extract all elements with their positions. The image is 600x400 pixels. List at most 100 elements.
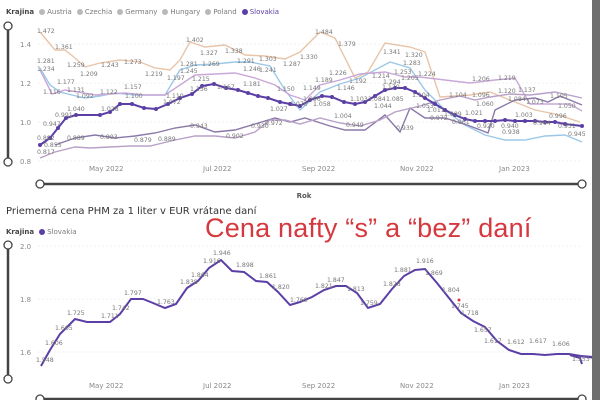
bottom-x-axis: May 2022 Jul 2022 Sep 2022 Nov 2022 Jan … bbox=[89, 382, 530, 390]
svg-text:1.070: 1.070 bbox=[290, 101, 308, 108]
svg-text:1.291: 1.291 bbox=[237, 58, 255, 65]
svg-text:1.110: 1.110 bbox=[166, 93, 184, 100]
right-edge-scrollbar[interactable] bbox=[592, 0, 600, 400]
svg-text:1.146: 1.146 bbox=[337, 85, 355, 92]
legend-item-austria[interactable]: Austria bbox=[39, 8, 72, 16]
svg-text:0.972: 0.972 bbox=[430, 115, 448, 122]
slider-handle-top bbox=[3, 21, 13, 31]
x-tick: May 2022 bbox=[89, 382, 124, 390]
x-tick: Jul 2022 bbox=[202, 165, 232, 173]
svg-text:0.943: 0.943 bbox=[190, 123, 208, 130]
svg-text:0.855: 0.855 bbox=[44, 142, 62, 149]
svg-text:1.946: 1.946 bbox=[213, 250, 231, 257]
svg-text:1.205: 1.205 bbox=[401, 75, 419, 82]
svg-text:1.402: 1.402 bbox=[186, 37, 204, 44]
top-y-range-slider[interactable] bbox=[3, 21, 13, 167]
svg-text:1.206: 1.206 bbox=[472, 76, 490, 83]
svg-text:1.553: 1.553 bbox=[572, 356, 590, 363]
svg-text:1.725: 1.725 bbox=[67, 310, 85, 317]
svg-text:0.879: 0.879 bbox=[134, 137, 152, 144]
svg-text:1.214: 1.214 bbox=[372, 73, 390, 80]
legend-dot-icon bbox=[162, 9, 169, 15]
svg-text:0.938: 0.938 bbox=[502, 129, 520, 136]
svg-text:0.889: 0.889 bbox=[158, 136, 176, 143]
svg-text:1.303: 1.303 bbox=[259, 56, 277, 63]
legend-label: Germany bbox=[125, 8, 158, 16]
svg-text:1.246: 1.246 bbox=[243, 66, 261, 73]
svg-text:1.828: 1.828 bbox=[383, 281, 401, 288]
svg-text:1.916: 1.916 bbox=[203, 258, 221, 265]
svg-text:1.181: 1.181 bbox=[243, 81, 261, 88]
x-tick: Nov 2022 bbox=[400, 382, 434, 390]
slider-handle-right bbox=[577, 179, 587, 189]
x-axis-title: Rok bbox=[297, 192, 312, 200]
top-x-range-slider[interactable] bbox=[35, 179, 587, 189]
series-germany bbox=[39, 69, 583, 112]
legend-item-poland[interactable]: Poland bbox=[205, 8, 237, 16]
y-tick: 2.0 bbox=[20, 243, 31, 251]
svg-text:1.058: 1.058 bbox=[313, 101, 331, 108]
legend-title: Krajina bbox=[6, 8, 35, 16]
svg-text:1.821: 1.821 bbox=[315, 283, 333, 290]
x-tick: May 2022 bbox=[89, 165, 124, 173]
legend-label: Poland bbox=[213, 8, 237, 16]
slider-handle-left bbox=[35, 394, 45, 400]
legend-dot-icon bbox=[76, 9, 83, 15]
svg-text:0.930: 0.930 bbox=[251, 123, 269, 130]
svg-text:1.341: 1.341 bbox=[383, 49, 401, 56]
legend-label: Hungary bbox=[170, 8, 201, 16]
svg-text:1.769: 1.769 bbox=[290, 297, 308, 304]
svg-text:1.226: 1.226 bbox=[329, 70, 347, 77]
bottom-x-range-slider[interactable] bbox=[35, 394, 587, 400]
legend-item-germany[interactable]: Germany bbox=[117, 8, 157, 16]
svg-text:1.606: 1.606 bbox=[45, 340, 63, 347]
svg-text:1.361: 1.361 bbox=[55, 44, 73, 51]
svg-text:1.150: 1.150 bbox=[277, 86, 295, 93]
legend-item-czechia[interactable]: Czechia bbox=[76, 8, 113, 16]
svg-text:0.949: 0.949 bbox=[346, 122, 364, 129]
svg-text:1.864: 1.864 bbox=[191, 272, 209, 279]
svg-text:1.060: 1.060 bbox=[476, 101, 494, 108]
svg-text:1.209: 1.209 bbox=[80, 71, 98, 78]
slider-handle-top bbox=[3, 240, 13, 250]
svg-text:1.004: 1.004 bbox=[334, 113, 352, 120]
svg-text:0.940: 0.940 bbox=[501, 123, 519, 130]
svg-text:1.916: 1.916 bbox=[416, 258, 434, 265]
slider-handle-bottom bbox=[3, 157, 13, 167]
legend-item-slovakia[interactable]: Slovakia bbox=[241, 8, 280, 16]
svg-text:1.243: 1.243 bbox=[101, 62, 119, 69]
svg-text:1.219: 1.219 bbox=[498, 75, 516, 82]
svg-text:1.548: 1.548 bbox=[36, 357, 54, 364]
svg-text:1.197: 1.197 bbox=[167, 75, 185, 82]
svg-text:1.084: 1.084 bbox=[508, 96, 526, 103]
x-tick: Jan 2023 bbox=[498, 382, 530, 390]
svg-text:1.742: 1.742 bbox=[112, 305, 130, 312]
legend-label: Czechia bbox=[84, 8, 113, 16]
legend-dot-icon bbox=[241, 9, 248, 15]
svg-text:1.215: 1.215 bbox=[192, 76, 210, 83]
svg-text:1.294: 1.294 bbox=[383, 79, 401, 86]
svg-text:1.813: 1.813 bbox=[347, 286, 365, 293]
svg-text:0.972: 0.972 bbox=[265, 120, 283, 127]
svg-text:1.177: 1.177 bbox=[57, 79, 75, 86]
svg-text:1.072: 1.072 bbox=[163, 99, 181, 106]
svg-text:0.939: 0.939 bbox=[396, 125, 414, 132]
svg-text:0.996: 0.996 bbox=[549, 113, 567, 120]
svg-text:0.947: 0.947 bbox=[43, 121, 61, 128]
svg-text:1.053: 1.053 bbox=[416, 103, 434, 110]
svg-text:0.951: 0.951 bbox=[558, 123, 576, 130]
svg-text:1.028: 1.028 bbox=[101, 106, 119, 113]
svg-text:0.945: 0.945 bbox=[568, 131, 586, 138]
legend-item-slovakia[interactable]: Slovakia bbox=[39, 228, 77, 236]
svg-text:1.665: 1.665 bbox=[55, 325, 73, 332]
slider-handle-bottom bbox=[3, 374, 13, 384]
svg-text:1.253: 1.253 bbox=[394, 69, 412, 76]
bottom-y-range-slider[interactable] bbox=[3, 240, 13, 384]
legend-item-hungary[interactable]: Hungary bbox=[162, 8, 200, 16]
svg-text:1.606: 1.606 bbox=[552, 341, 570, 348]
svg-text:1.170: 1.170 bbox=[382, 84, 400, 91]
legend-label: Slovakia bbox=[249, 8, 280, 16]
svg-text:1.287: 1.287 bbox=[283, 61, 301, 68]
svg-text:1.027: 1.027 bbox=[270, 106, 288, 113]
svg-text:1.320: 1.320 bbox=[405, 52, 423, 59]
